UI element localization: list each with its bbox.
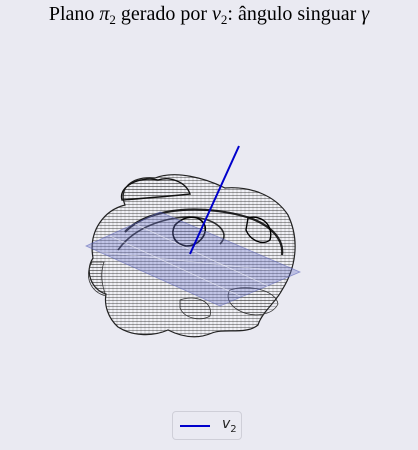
legend: v2 [172, 411, 242, 440]
vector-v2 [189, 145, 240, 255]
legend-label-v2: v2 [222, 416, 237, 435]
plane-pi2 [85, 211, 302, 307]
plot-title: Plano π2 gerado por v2: ângulo singuar γ [48, 3, 370, 27]
legend-line-v2 [180, 425, 210, 427]
